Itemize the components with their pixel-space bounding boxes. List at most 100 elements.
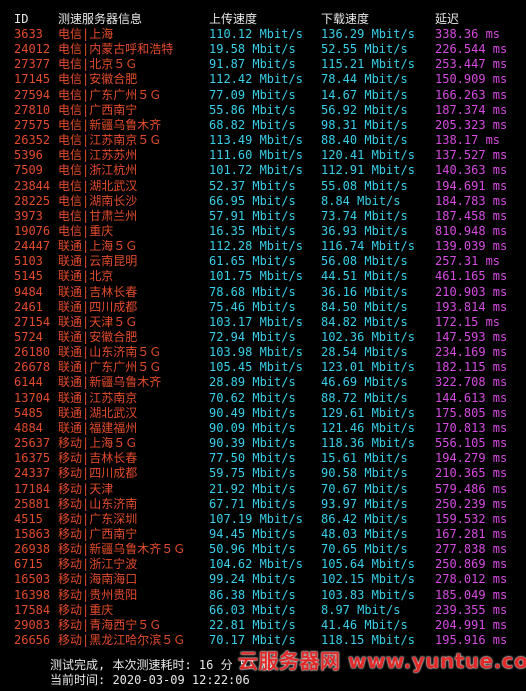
cell-id: 27575	[14, 117, 51, 132]
cell-latency: 166.263 ms	[435, 87, 508, 102]
cell-upload: 57.91 Mbit/s	[209, 208, 296, 223]
cell-id: 16375	[14, 451, 51, 466]
cell-download: 14.67 Mbit/s	[321, 87, 408, 102]
cell-node: 联通|新疆乌鲁木齐	[58, 375, 162, 390]
cell-upload: 111.60 Mbit/s	[209, 148, 303, 163]
cell-node: 电信|重庆	[58, 223, 114, 238]
cell-upload: 55.86 Mbit/s	[209, 102, 296, 117]
cell-download: 44.51 Mbit/s	[321, 269, 408, 284]
cell-node: 移动|吉林长春	[58, 451, 138, 466]
cell-node: 移动|黑龙江哈尔滨５Ｇ	[58, 633, 186, 647]
cell-latency: 175.805 ms	[435, 405, 508, 420]
cell-node: 联通|安徽合肥	[58, 330, 138, 344]
cell-download: 103.83 Mbit/s	[321, 587, 415, 602]
cell-id: 24447	[14, 239, 51, 254]
cell-latency: 338.36 ms	[435, 27, 501, 41]
cell-node: 移动|重庆	[58, 602, 114, 617]
cell-id: 13704	[14, 390, 51, 405]
cell-download: 8.97 Mbit/s	[321, 602, 401, 617]
cell-download: 55.08 Mbit/s	[321, 178, 408, 193]
cell-upload: 66.95 Mbit/s	[209, 193, 296, 208]
cell-id: 17145	[14, 72, 51, 87]
cell-node: 联通|云南昆明	[58, 254, 138, 269]
cell-id: 26180	[14, 345, 51, 360]
cell-upload: 19.58 Mbit/s	[209, 42, 296, 57]
cell-latency: 194.691 ms	[435, 178, 508, 193]
cell-id: 15863	[14, 526, 51, 541]
cell-upload: 50.96 Mbit/s	[209, 542, 296, 557]
header-latency: 延迟	[435, 12, 460, 26]
cell-upload: 112.42 Mbit/s	[209, 72, 303, 87]
cell-node: 电信|北京５Ｇ	[58, 57, 138, 72]
cell-latency: 810.948 ms	[435, 223, 508, 238]
cell-download: 120.41 Mbit/s	[321, 148, 415, 163]
cell-latency: 210.903 ms	[435, 284, 508, 299]
cell-upload: 59.75 Mbit/s	[209, 466, 296, 481]
cell-download: 36.93 Mbit/s	[321, 223, 408, 238]
cell-id: 16398	[14, 587, 51, 602]
cell-latency: 140.363 ms	[435, 163, 508, 178]
cell-download: 8.84 Mbit/s	[321, 193, 401, 208]
cell-node: 联通|福建福州	[58, 420, 138, 435]
cell-download: 78.44 Mbit/s	[321, 72, 408, 87]
cell-download: 52.55 Mbit/s	[321, 42, 408, 57]
cell-upload: 90.09 Mbit/s	[209, 420, 296, 435]
header-upload: 上传速度	[209, 12, 258, 26]
cell-node: 移动|四川成都	[58, 466, 138, 481]
cell-upload: 67.71 Mbit/s	[209, 496, 296, 511]
cell-upload: 103.98 Mbit/s	[209, 345, 303, 360]
cell-latency: 170.813 ms	[435, 420, 508, 435]
cell-download: 116.74 Mbit/s	[321, 239, 415, 254]
cell-id: 3633	[14, 27, 43, 41]
cell-upload: 77.50 Mbit/s	[209, 451, 296, 466]
cell-upload: 86.38 Mbit/s	[209, 587, 296, 602]
cell-id: 27154	[14, 314, 51, 329]
cell-node: 联通|江苏南京	[58, 390, 138, 405]
cell-upload: 90.39 Mbit/s	[209, 436, 296, 451]
cell-id: 5103	[14, 254, 43, 269]
cell-latency: 250.239 ms	[435, 496, 508, 511]
cell-id: 25637	[14, 436, 51, 451]
cell-latency: 205.323 ms	[435, 117, 508, 132]
cell-id: 4515	[14, 511, 43, 526]
cell-upload: 28.89 Mbit/s	[209, 375, 296, 390]
cell-upload: 99.24 Mbit/s	[209, 572, 296, 587]
cell-latency: 193.814 ms	[435, 299, 508, 314]
cell-id: 29083	[14, 617, 51, 632]
cell-latency: 277.838 ms	[435, 542, 508, 557]
cell-id: 24012	[14, 42, 51, 57]
cell-upload: 107.19 Mbit/s	[209, 511, 303, 526]
cell-latency: 461.165 ms	[435, 269, 508, 284]
cell-node: 电信|江苏苏州	[58, 148, 138, 163]
cell-latency: 234.169 ms	[435, 345, 508, 360]
cell-upload: 110.12 Mbit/s	[209, 27, 303, 41]
cell-download: 84.50 Mbit/s	[321, 299, 408, 314]
cell-node: 移动|山东济南	[58, 496, 138, 511]
cell-download: 123.01 Mbit/s	[321, 360, 415, 375]
cell-download: 84.82 Mbit/s	[321, 314, 408, 329]
cell-node: 电信|江苏南京５Ｇ	[58, 133, 162, 148]
cell-node: 电信|广西南宁	[58, 102, 138, 117]
cell-node: 移动|海南海口	[58, 572, 138, 587]
cell-upload: 105.45 Mbit/s	[209, 360, 303, 375]
cell-download: 46.69 Mbit/s	[321, 375, 408, 390]
footer-time: 当前时间: 2020-03-09 12:22:06	[50, 673, 250, 687]
cell-latency: 226.544 ms	[435, 42, 508, 57]
cell-node: 联通|天津５Ｇ	[58, 314, 138, 329]
cell-upload: 113.49 Mbit/s	[209, 133, 303, 148]
cell-latency: 137.527 ms	[435, 148, 508, 163]
cell-id: 27810	[14, 102, 51, 117]
cell-node: 移动|广西南宁	[58, 526, 138, 541]
header-download: 下载速度	[321, 12, 370, 26]
cell-id: 5724	[14, 330, 43, 344]
cell-download: 28.54 Mbit/s	[321, 345, 408, 360]
cell-latency: 182.115 ms	[435, 360, 508, 375]
cell-latency: 204.991 ms	[435, 617, 508, 632]
cell-latency: 322.708 ms	[435, 375, 508, 390]
cell-latency: 184.783 ms	[435, 193, 508, 208]
cell-node: 电信|湖北武汉	[58, 178, 138, 193]
cell-latency: 159.532 ms	[435, 511, 508, 526]
cell-download: 112.91 Mbit/s	[321, 163, 415, 178]
cell-id: 27377	[14, 57, 51, 72]
cell-latency: 250.869 ms	[435, 557, 508, 572]
